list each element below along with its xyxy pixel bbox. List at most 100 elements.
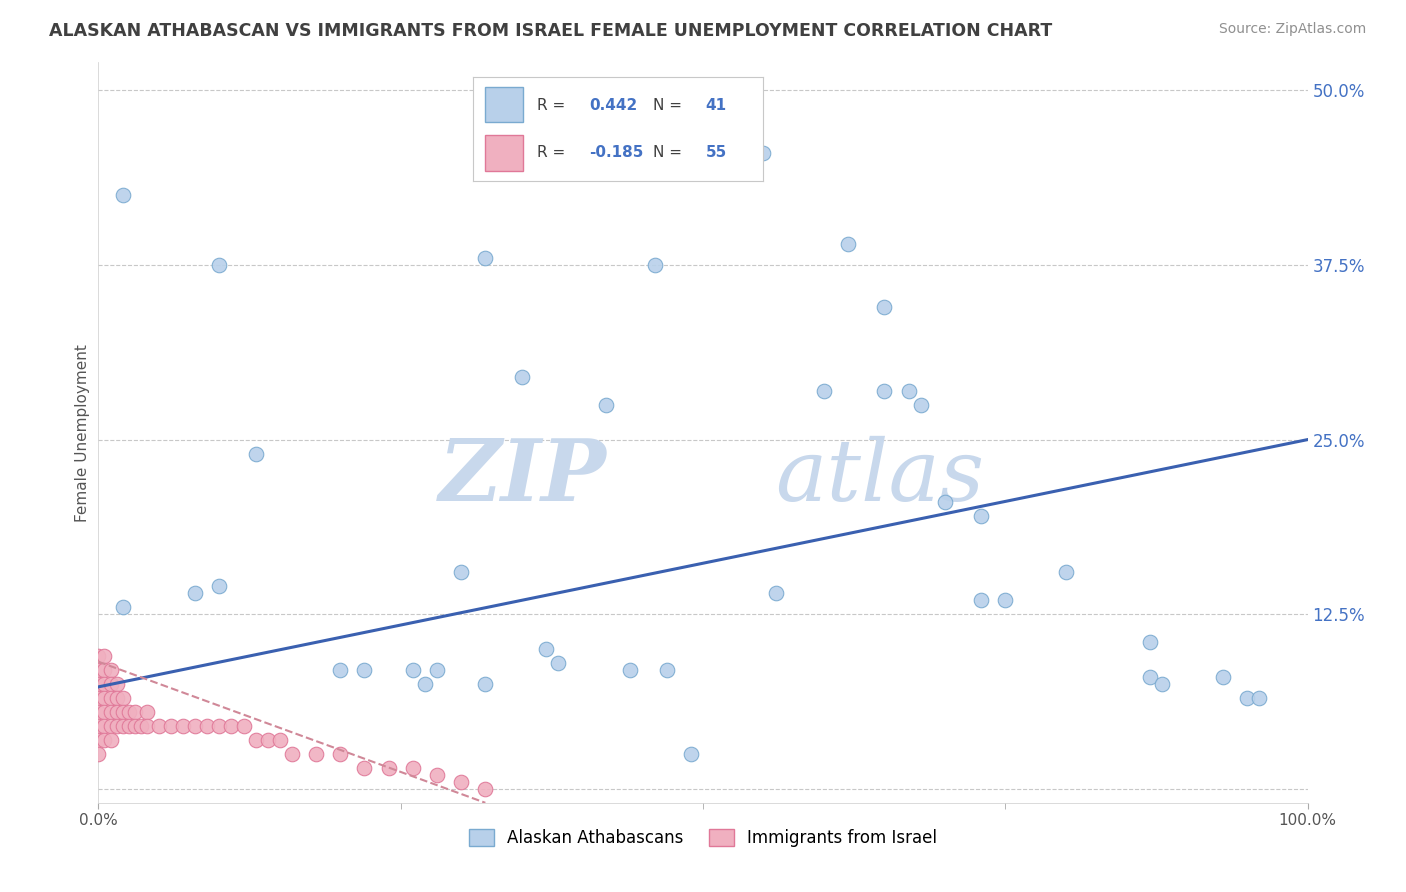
Point <box>208 258 231 272</box>
Point <box>100 733 122 747</box>
Point <box>402 761 425 775</box>
Point <box>305 747 328 761</box>
Point <box>93 691 115 706</box>
Point <box>105 719 128 733</box>
Point <box>93 649 115 664</box>
Point <box>111 719 134 733</box>
Point <box>245 446 267 460</box>
Point <box>105 677 128 691</box>
Point <box>87 705 110 719</box>
Point <box>1152 677 1174 691</box>
Point <box>450 566 472 580</box>
Point <box>269 733 291 747</box>
Point <box>837 237 859 252</box>
Point <box>910 398 932 412</box>
Point <box>474 251 496 265</box>
Point <box>118 719 141 733</box>
Point <box>644 258 666 272</box>
Text: Source: ZipAtlas.com: Source: ZipAtlas.com <box>1219 22 1367 37</box>
Point <box>1054 566 1077 580</box>
Point <box>111 600 134 615</box>
Point <box>148 719 170 733</box>
Point <box>474 677 496 691</box>
Point <box>450 775 472 789</box>
Point <box>93 663 115 677</box>
Point <box>245 733 267 747</box>
Point <box>100 719 122 733</box>
Text: atlas: atlas <box>776 435 984 518</box>
Point <box>87 663 110 677</box>
Point <box>100 677 122 691</box>
Point <box>353 761 375 775</box>
Point <box>873 384 896 398</box>
Point <box>1139 670 1161 684</box>
Point <box>934 495 956 509</box>
Point <box>619 663 641 677</box>
Point <box>679 747 702 761</box>
Point <box>105 705 128 719</box>
Point <box>184 719 207 733</box>
Point <box>534 642 557 657</box>
Point <box>87 719 110 733</box>
Point <box>970 593 993 607</box>
Point <box>100 691 122 706</box>
Point <box>129 719 152 733</box>
Point <box>87 747 110 761</box>
Point <box>232 719 254 733</box>
Point <box>111 188 134 202</box>
Point <box>118 705 141 719</box>
Point <box>93 705 115 719</box>
Point <box>970 509 993 524</box>
Point <box>813 384 835 398</box>
Point <box>184 586 207 600</box>
Point <box>93 733 115 747</box>
Point <box>1212 670 1234 684</box>
Point <box>100 663 122 677</box>
Point <box>353 663 375 677</box>
Point <box>105 691 128 706</box>
Point <box>124 705 146 719</box>
Point <box>897 384 920 398</box>
Point <box>1236 691 1258 706</box>
Point <box>329 663 352 677</box>
Point <box>256 733 278 747</box>
Point <box>510 369 533 384</box>
Point <box>100 705 122 719</box>
Point <box>765 586 787 600</box>
Point <box>87 733 110 747</box>
Point <box>547 656 569 670</box>
Point <box>195 719 218 733</box>
Point <box>1249 691 1271 706</box>
Point <box>111 691 134 706</box>
Point <box>111 705 134 719</box>
Point <box>426 663 449 677</box>
Point <box>93 677 115 691</box>
Point <box>93 719 115 733</box>
Point <box>994 593 1017 607</box>
Point <box>752 146 775 161</box>
Point <box>208 579 231 593</box>
Point <box>135 705 157 719</box>
Point <box>208 719 231 733</box>
Point <box>124 719 146 733</box>
Text: ALASKAN ATHABASCAN VS IMMIGRANTS FROM ISRAEL FEMALE UNEMPLOYMENT CORRELATION CHA: ALASKAN ATHABASCAN VS IMMIGRANTS FROM IS… <box>49 22 1053 40</box>
Point <box>87 691 110 706</box>
Point <box>402 663 425 677</box>
Point <box>281 747 304 761</box>
Y-axis label: Female Unemployment: Female Unemployment <box>75 343 90 522</box>
Point <box>87 677 110 691</box>
Point <box>595 398 617 412</box>
Point <box>873 300 896 314</box>
Point <box>655 663 678 677</box>
Text: ZIP: ZIP <box>439 435 606 519</box>
Point <box>172 719 194 733</box>
Point <box>329 747 352 761</box>
Legend: Alaskan Athabascans, Immigrants from Israel: Alaskan Athabascans, Immigrants from Isr… <box>463 822 943 854</box>
Point <box>221 719 243 733</box>
Point <box>135 719 157 733</box>
Point <box>474 781 496 796</box>
Point <box>160 719 183 733</box>
Point <box>426 768 449 782</box>
Point <box>1139 635 1161 649</box>
Point <box>87 649 110 664</box>
